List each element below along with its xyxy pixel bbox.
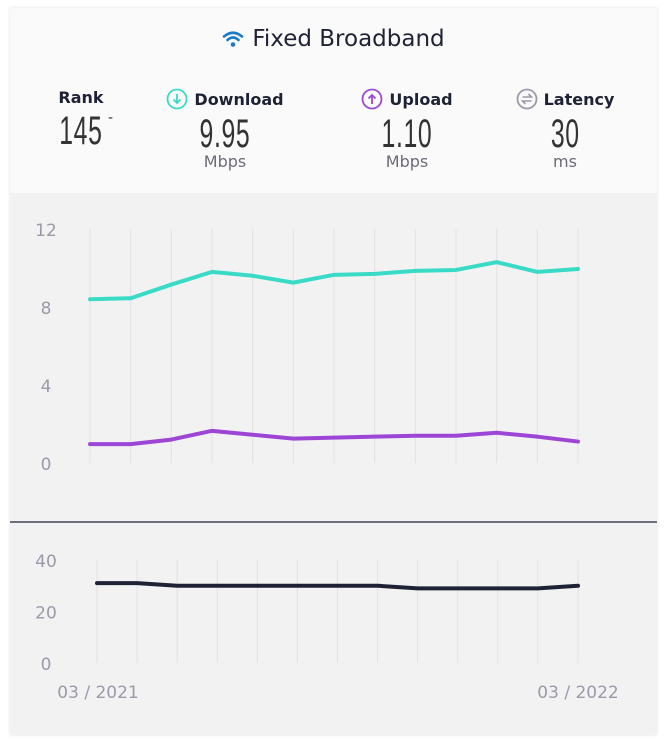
x-tick-label: 03 / 2021 (57, 683, 138, 703)
download-unit: Mbps (203, 152, 247, 171)
arrow-down-circle-icon (167, 88, 188, 110)
y-tick-label: 4 (41, 377, 52, 397)
y-tick-label: 20 (35, 604, 57, 624)
card-header: Fixed Broadband Rank 145 - Download 9.95… (10, 8, 657, 193)
download-label: Download (194, 89, 284, 109)
y-tick-label: 12 (35, 221, 57, 241)
metric-download[interactable]: Download 9.95 Mbps (150, 88, 300, 171)
x-tick-label: 03 / 2022 (537, 683, 618, 703)
metric-rank: Rank 145 (6, 88, 156, 153)
metric-upload[interactable]: Upload 1.10 Mbps (332, 88, 482, 171)
metric-latency[interactable]: Latency 30 ms (490, 88, 640, 171)
y-tick-label: 0 (41, 655, 52, 675)
fixed-broadband-card: Fixed Broadband Rank 145 - Download 9.95… (10, 8, 657, 735)
upload-unit: Mbps (385, 152, 429, 171)
latency-label: Latency (543, 89, 615, 109)
arrow-up-circle-icon (362, 88, 383, 110)
rank-label: Rank (58, 88, 104, 107)
rank-value: 145 (59, 109, 103, 153)
latency-arrows-circle-icon (516, 88, 537, 110)
latency-value: 30 (550, 112, 580, 156)
card-title: Fixed Broadband (10, 26, 657, 52)
latency-chart: 0 20 40 03 / 2021 03 / 2022 (35, 552, 619, 703)
upload-value: 1.10 (381, 112, 433, 156)
download-value: 9.95 (199, 112, 251, 156)
rank-change: - (108, 110, 114, 126)
speed-chart: 0 4 8 12 (35, 221, 580, 475)
wifi-icon (223, 31, 244, 47)
upload-label: Upload (389, 89, 453, 109)
card-title-text: Fixed Broadband (252, 26, 445, 52)
y-tick-label: 0 (41, 455, 52, 475)
y-tick-label: 8 (41, 299, 52, 319)
latency-unit: ms (553, 152, 577, 171)
y-tick-label: 40 (35, 552, 57, 572)
